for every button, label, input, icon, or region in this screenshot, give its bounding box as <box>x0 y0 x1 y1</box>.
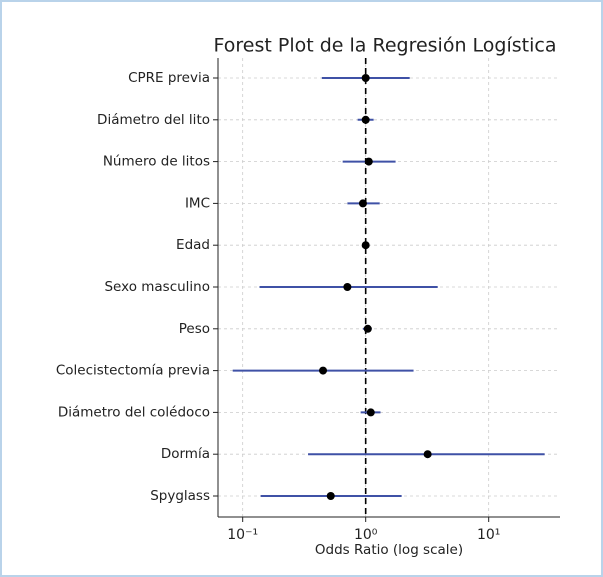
point <box>319 366 328 375</box>
point <box>358 199 367 208</box>
point <box>363 324 372 333</box>
point <box>361 241 370 250</box>
point <box>361 74 370 82</box>
y-tick-label: Colecistectomía previa <box>56 363 210 379</box>
y-tick-label: CPRE previa <box>128 70 210 86</box>
point <box>361 115 370 124</box>
chart-title: Forest Plot de la Regresión Logística <box>214 35 557 57</box>
x-tick-label: 10⁻¹ <box>227 527 258 543</box>
y-tick-label: IMC <box>185 195 210 211</box>
point <box>366 408 375 417</box>
y-tick-label: Edad <box>176 237 210 253</box>
y-tick-label: Dormía <box>161 446 210 462</box>
point <box>364 157 373 166</box>
point <box>326 492 335 500</box>
point <box>343 283 352 291</box>
x-axis-label: Odds Ratio (log scale) <box>315 542 463 558</box>
point <box>423 450 432 459</box>
y-tick-label: Sexo masculino <box>104 279 210 295</box>
y-tick-label: Spyglass <box>150 488 210 504</box>
y-tick-label: Diámetro del colédoco <box>58 404 210 420</box>
x-tick-label: 10¹ <box>477 527 500 543</box>
y-tick-label: Peso <box>179 321 210 337</box>
y-tick-label: Diámetro del lito <box>97 112 210 128</box>
y-tick-label: Número de litos <box>103 154 210 170</box>
x-tick-label: 10⁰ <box>354 527 378 543</box>
